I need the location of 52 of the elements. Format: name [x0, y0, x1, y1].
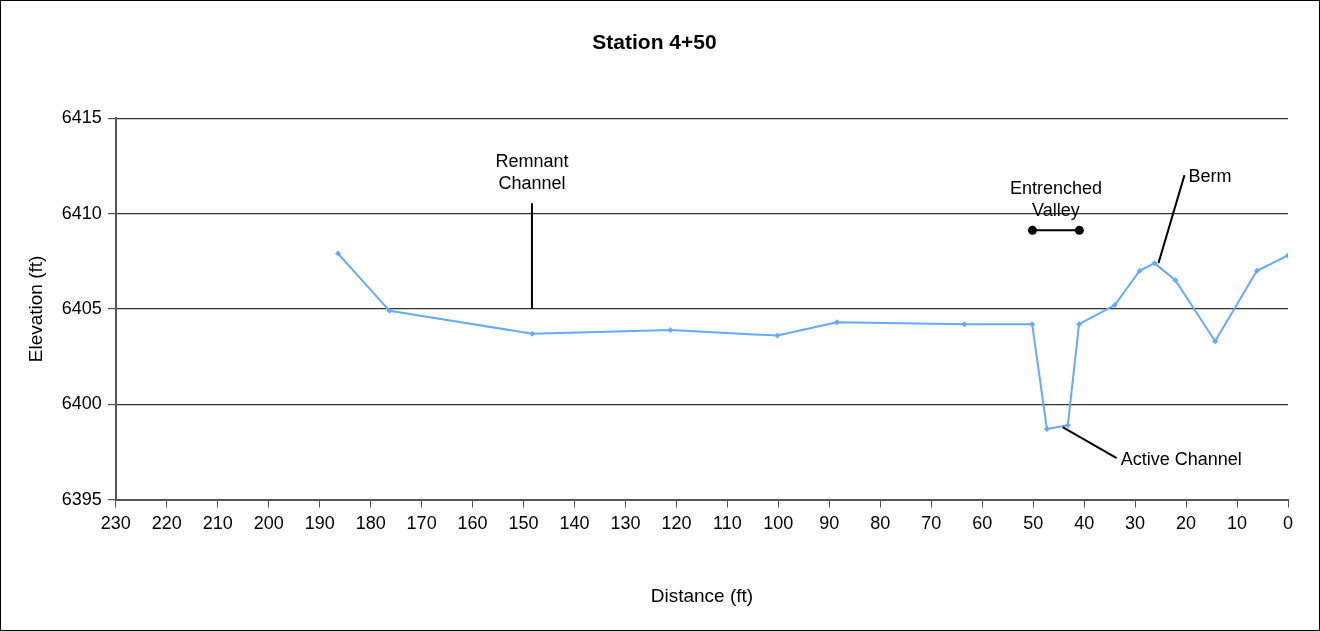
x-tick-label: 80 [870, 513, 891, 534]
x-tick-label: 100 [763, 513, 794, 534]
annotation: Active Channel [1120, 449, 1242, 470]
point [1136, 267, 1143, 274]
chart-title: Station 4+50 [592, 30, 717, 54]
annotation: Remnant Channel [495, 151, 569, 194]
x-axis-title: Distance (ft) [650, 584, 754, 606]
x-tick-label: 20 [1176, 513, 1197, 534]
x-tick-label: 10 [1227, 513, 1248, 534]
x-tick-label: 210 [202, 513, 233, 534]
point [1029, 321, 1036, 328]
x-tick-label: 50 [1023, 513, 1044, 534]
y-tick-label: 6415 [61, 107, 102, 128]
x-tick-label: 230 [100, 513, 131, 534]
y-tick-label: 6405 [61, 297, 102, 318]
x-tick-label: 170 [406, 513, 437, 534]
point [774, 332, 781, 339]
point [529, 330, 536, 337]
x-tick-label: 180 [355, 513, 386, 534]
y-tick-label: 6410 [61, 202, 102, 223]
point [1151, 260, 1158, 267]
x-tick-label: 90 [819, 513, 840, 534]
x-tick-label: 200 [253, 513, 284, 534]
point [1172, 277, 1179, 284]
point [1043, 426, 1050, 433]
point [386, 307, 393, 314]
x-tick-label: 110 [713, 513, 742, 534]
point [961, 321, 968, 328]
y-tick-label: 6395 [61, 488, 102, 509]
point [335, 250, 342, 257]
x-tick-label: 220 [151, 513, 182, 534]
point [1111, 302, 1118, 309]
point [833, 319, 840, 326]
x-tick-label: 60 [972, 513, 993, 534]
point [1253, 267, 1260, 274]
x-tick-label: 190 [304, 513, 335, 534]
x-tick-label: 150 [508, 513, 539, 534]
point [667, 326, 674, 333]
annotation: Berm [1188, 166, 1232, 187]
point [1064, 422, 1071, 429]
point [1212, 338, 1219, 345]
x-tick-label: 0 [1282, 513, 1294, 534]
x-tick-label: 140 [559, 513, 590, 534]
x-tick-label: 30 [1125, 513, 1146, 534]
x-tick-label: 160 [457, 513, 488, 534]
point [1076, 321, 1083, 328]
x-tick-label: 130 [610, 513, 641, 534]
y-axis-title: Elevation (ft) [24, 255, 46, 363]
y-tick-label: 6400 [61, 393, 102, 414]
x-tick-label: 70 [921, 513, 942, 534]
x-tick-label: 40 [1074, 513, 1095, 534]
x-tick-label: 120 [661, 513, 692, 534]
